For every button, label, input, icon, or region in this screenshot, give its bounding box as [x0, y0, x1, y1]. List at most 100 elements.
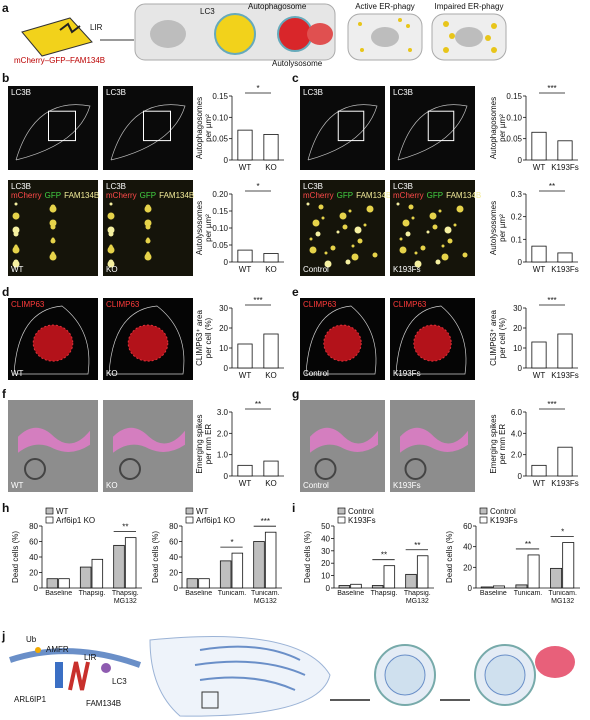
legend-swatch	[45, 507, 54, 515]
x-tick-label: Baseline	[185, 590, 213, 597]
y-tick-label: 0.05	[212, 135, 228, 144]
construct-label: mCherry–GFP–FAM134B	[14, 56, 105, 65]
x-tick-label: Tunicam. MG132	[548, 590, 577, 605]
micrograph	[390, 180, 475, 276]
y-axis-label: Dead cells (%)	[303, 531, 312, 583]
y-tick-label: 0.3	[511, 190, 523, 199]
puncta	[462, 252, 468, 258]
marker-label: LC3B	[303, 88, 323, 97]
channel-label: FAM134B	[446, 191, 481, 200]
y-axis-label: per cell (%)	[204, 317, 213, 358]
legend-swatch	[337, 507, 346, 515]
x-tick-label: WT	[533, 163, 546, 172]
zoom-box	[337, 110, 365, 142]
cell-outline	[307, 104, 378, 161]
x-tick-label: K193Fs	[551, 479, 579, 488]
puncta	[354, 226, 362, 234]
lc3-shape	[101, 663, 111, 673]
puncta	[144, 219, 152, 227]
y-axis-label: per cell (%)	[498, 317, 507, 358]
puncta	[432, 224, 438, 230]
y-tick-label: 0	[224, 258, 229, 267]
lysosome	[307, 23, 333, 45]
significance-label: ***	[253, 296, 262, 305]
nucleus	[371, 27, 399, 47]
significance-label: **	[381, 551, 387, 560]
bar	[46, 578, 59, 589]
panel-label: b	[2, 71, 9, 85]
bar	[350, 583, 362, 589]
x-tick-label: Baseline	[45, 590, 73, 597]
lir-label: LIR	[90, 23, 103, 32]
bar	[371, 585, 384, 589]
lc3-label: LC3	[200, 7, 215, 16]
x-tick-label: Thapsig. MG132	[403, 590, 431, 605]
genotype-label: K193Fs	[393, 481, 421, 490]
puncta	[49, 219, 57, 227]
panel-label: c	[292, 71, 299, 85]
zoom-box	[48, 110, 76, 142]
bar	[531, 131, 547, 161]
panel-label: h	[2, 501, 9, 515]
channel-label: GFP	[427, 191, 443, 200]
y-tick-label: 0	[518, 472, 523, 481]
y-tick-label: 0.15	[212, 207, 228, 216]
panel-label: g	[292, 387, 299, 401]
cell-outline	[397, 104, 468, 161]
bar	[58, 578, 70, 589]
y-tick-label: 20	[513, 324, 522, 333]
legend-label: Control	[490, 507, 516, 516]
puncta	[414, 260, 422, 268]
bar	[237, 343, 253, 369]
significance-label: ***	[547, 84, 556, 93]
x-tick-label: KO	[265, 265, 277, 274]
bar	[557, 140, 573, 161]
legend-label: Arf6ip1 KO	[196, 516, 235, 525]
fam134b-label: FAM134B	[86, 699, 121, 708]
channel-labels: mCherry GFP FAM134B	[303, 191, 391, 200]
ub-shape	[35, 647, 41, 653]
puncta	[315, 231, 321, 237]
y-tick-label: 20	[219, 324, 228, 333]
marker-label: LC3B	[393, 182, 413, 191]
y-tick-label: 30	[321, 547, 330, 556]
significance-label: **	[414, 541, 420, 550]
bar	[198, 578, 210, 589]
puncta	[414, 251, 418, 255]
x-tick-label: Thapsig. MG132	[111, 590, 139, 605]
puncta	[107, 212, 115, 220]
puncta	[426, 230, 430, 234]
puncta	[357, 238, 363, 244]
marker-label: LC3B	[393, 88, 413, 97]
bar	[186, 578, 199, 589]
bar	[237, 129, 253, 161]
bar	[231, 552, 244, 589]
genotype-label: KO	[106, 265, 118, 274]
y-tick-label: 60	[463, 522, 472, 531]
y-axis-label: Emerging spikes	[489, 414, 498, 473]
x-tick-label: Tunicam.	[217, 590, 247, 597]
y-tick-label: 0	[224, 472, 229, 481]
bar	[550, 567, 563, 589]
bar	[492, 585, 505, 589]
bar	[557, 252, 573, 263]
puncta	[438, 209, 442, 213]
y-tick-label: 0	[518, 258, 523, 267]
er-fragment	[484, 654, 526, 696]
y-axis-label: Dead cells (%)	[445, 531, 454, 583]
y-axis-label: Autolysosomes	[489, 201, 498, 255]
puncta	[324, 251, 328, 255]
puncta	[420, 245, 426, 251]
legend-label: WT	[196, 507, 209, 516]
channel-label: FAM134B	[64, 191, 99, 200]
channel-label: FAM134B	[356, 191, 391, 200]
puncta	[306, 202, 310, 206]
y-tick-label: 40	[29, 553, 38, 562]
genotype-label: K193Fs	[393, 265, 421, 274]
er-fragments	[358, 18, 497, 53]
amfr-label: AMFR	[46, 645, 69, 654]
autolysosome-label: Autolysosome	[272, 59, 323, 68]
channel-label: mCherry	[393, 191, 424, 200]
